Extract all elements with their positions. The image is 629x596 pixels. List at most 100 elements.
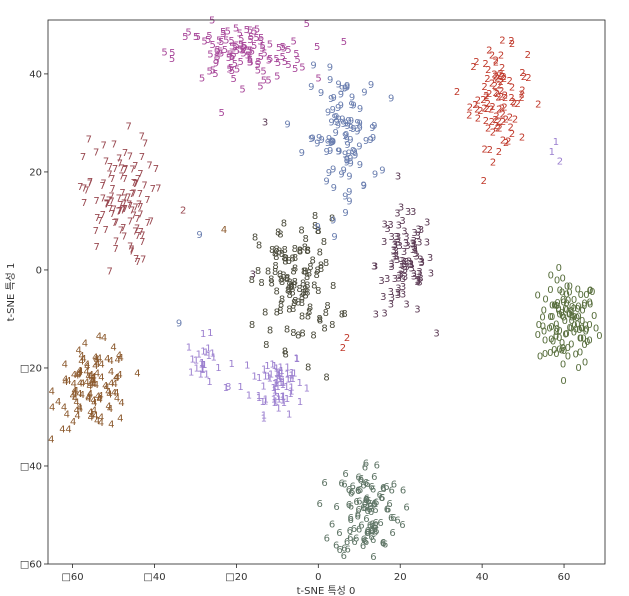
digit-point-0: 0 (582, 321, 588, 332)
digit-point-3: 3 (411, 236, 417, 247)
digit-point-4: 4 (71, 389, 77, 400)
digit-point-0: 0 (560, 297, 566, 308)
digit-point-0: 0 (563, 298, 569, 309)
digit-point-0: 0 (535, 330, 541, 341)
digit-point-3: 3 (399, 256, 405, 267)
digit-point-2: 2 (512, 115, 518, 126)
digit-point-5: 5 (217, 47, 223, 58)
digit-point-8: 8 (302, 291, 308, 302)
digit-point-5: 5 (255, 57, 261, 68)
digit-point-6: 6 (365, 496, 371, 507)
digit-point-2: 2 (483, 93, 489, 104)
digit-point-3: 3 (371, 262, 377, 273)
digit-point-5: 5 (251, 27, 257, 38)
digit-point-2: 2 (489, 102, 495, 113)
digit-point-9: 9 (357, 123, 363, 134)
digit-point-4: 4 (102, 381, 108, 392)
digit-point-5: 5 (218, 37, 224, 48)
plot-background (48, 20, 605, 564)
digit-point-2: 2 (483, 116, 489, 127)
digit-point-4: 4 (74, 411, 80, 422)
digit-point-6: 6 (355, 505, 361, 516)
digit-point-2: 2 (509, 129, 515, 140)
digit-point-3: 3 (392, 240, 398, 251)
digit-point-3: 3 (380, 292, 386, 303)
digit-point-0: 0 (552, 301, 558, 312)
digit-point-9: 9 (326, 134, 332, 145)
digit-point-8: 8 (317, 315, 323, 326)
digit-point-1: 1 (275, 370, 281, 381)
digit-point-7: 7 (121, 204, 127, 215)
digit-point-1: 1 (200, 347, 206, 358)
digit-point-2: 2 (510, 97, 516, 108)
digit-point-9: 9 (338, 169, 344, 180)
digit-point-8: 8 (316, 314, 322, 325)
digit-point-1: 1 (211, 353, 217, 364)
digit-point-8: 8 (268, 275, 274, 286)
digit-point-8: 8 (292, 253, 298, 264)
digit-point-8: 8 (225, 382, 231, 393)
digit-point-6: 6 (363, 514, 369, 525)
digit-point-2: 2 (498, 92, 504, 103)
digit-point-3: 3 (388, 299, 394, 310)
digit-point-0: 0 (566, 310, 572, 321)
digit-point-4: 4 (89, 377, 95, 388)
digit-point-8: 8 (283, 254, 289, 265)
digit-point-4: 4 (88, 372, 94, 383)
digit-point-7: 7 (126, 121, 132, 132)
digit-point-5: 5 (254, 25, 260, 36)
digit-point-6: 6 (370, 484, 376, 495)
digit-point-7: 7 (80, 152, 86, 163)
digit-point-4: 4 (118, 353, 124, 364)
digit-point-7: 7 (132, 203, 138, 214)
digit-point-5: 5 (247, 53, 253, 64)
digit-point-3: 3 (415, 276, 421, 287)
digit-point-4: 4 (108, 378, 114, 389)
digit-point-7: 7 (129, 189, 135, 200)
digit-point-6: 6 (391, 479, 397, 490)
digit-point-9: 9 (325, 138, 331, 149)
digit-point-6: 6 (356, 496, 362, 507)
digit-point-3: 3 (411, 269, 417, 280)
digit-point-0: 0 (563, 305, 569, 316)
digit-point-1: 1 (273, 364, 279, 375)
digit-point-5: 5 (315, 74, 321, 85)
digit-point-0: 0 (555, 304, 561, 315)
digit-point-1: 1 (200, 329, 206, 340)
digit-point-1: 1 (304, 383, 310, 394)
digit-point-6: 6 (400, 485, 406, 496)
digit-point-0: 0 (575, 363, 581, 374)
digit-point-9: 9 (388, 94, 394, 105)
digit-point-7: 7 (135, 174, 141, 185)
digit-point-1: 1 (280, 396, 286, 407)
digit-point-7: 7 (140, 255, 146, 266)
digit-point-4: 4 (95, 392, 101, 403)
digit-point-2: 2 (509, 39, 515, 50)
digit-point-1: 1 (274, 375, 280, 386)
digit-point-0: 0 (579, 324, 585, 335)
digit-point-5: 5 (285, 45, 291, 56)
digit-point-4: 4 (61, 403, 67, 414)
x-tick-label: □20 (225, 572, 247, 583)
digit-point-7: 7 (120, 223, 126, 234)
digit-point-6: 6 (384, 504, 390, 515)
digit-point-5: 5 (212, 69, 218, 80)
digit-point-1: 1 (271, 361, 277, 372)
digit-point-9: 9 (331, 232, 337, 243)
digit-point-2: 2 (489, 51, 495, 62)
digit-point-4: 4 (76, 403, 82, 414)
digit-point-3: 3 (390, 246, 396, 257)
digit-point-9: 9 (348, 123, 354, 134)
digit-point-1: 1 (201, 360, 207, 371)
digit-point-0: 0 (551, 301, 557, 312)
digit-point-1: 1 (274, 368, 280, 379)
digit-point-6: 6 (348, 502, 354, 513)
digit-point-8: 8 (274, 286, 280, 297)
digit-point-9: 9 (348, 116, 354, 127)
digit-point-9: 9 (333, 112, 339, 123)
digit-point-2: 2 (496, 147, 502, 158)
digit-point-9: 9 (344, 135, 350, 146)
digit-point-5: 5 (161, 48, 167, 59)
digit-point-8: 8 (312, 211, 318, 222)
digit-point-9: 9 (339, 115, 345, 126)
